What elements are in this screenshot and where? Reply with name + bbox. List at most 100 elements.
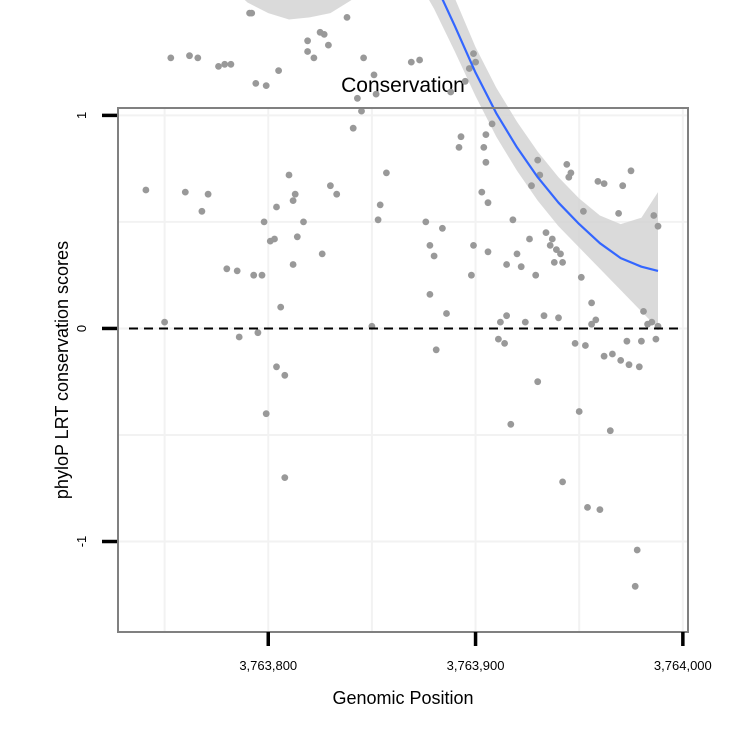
data-point: [310, 54, 318, 62]
data-point: [517, 263, 525, 271]
data-point: [374, 216, 382, 224]
data-point: [627, 167, 635, 175]
data-point: [289, 261, 297, 268]
data-point: [422, 218, 430, 226]
data-point: [275, 67, 282, 74]
data-point: [281, 371, 289, 379]
data-point: [557, 250, 564, 258]
data-point: [318, 250, 326, 258]
x-axis-title: Genomic Position: [332, 688, 473, 708]
data-point: [142, 186, 150, 194]
data-point: [465, 65, 473, 72]
data-point: [501, 340, 508, 347]
data-point: [260, 218, 268, 226]
data-point: [584, 504, 591, 511]
data-point: [416, 56, 423, 64]
data-point: [503, 312, 510, 320]
smooth-trend-line: [441, 0, 659, 272]
data-point: [461, 77, 469, 85]
data-point: [534, 378, 542, 386]
data-point: [654, 222, 662, 230]
data-point: [625, 361, 633, 369]
data-point: [528, 182, 535, 190]
data-point: [194, 54, 202, 62]
data-point: [223, 265, 231, 273]
data-points: [142, 9, 662, 590]
grid-lines: [119, 109, 687, 631]
data-point: [470, 50, 477, 57]
data-point: [376, 201, 384, 209]
data-point: [233, 267, 241, 275]
data-point: [497, 318, 504, 326]
data-point: [360, 54, 367, 62]
data-point: [300, 218, 307, 226]
data-point: [534, 156, 542, 164]
data-point: [582, 342, 589, 349]
data-point: [484, 199, 492, 207]
data-point: [383, 169, 390, 177]
data-point: [577, 273, 585, 281]
data-point: [167, 54, 175, 62]
data-point: [327, 182, 334, 190]
data-point: [358, 107, 365, 115]
data-point: [550, 259, 558, 266]
data-point: [262, 82, 270, 89]
data-point: [304, 48, 311, 55]
data-point: [372, 90, 380, 98]
data-point: [588, 299, 595, 307]
plot-frame: [117, 107, 689, 633]
data-point: [186, 52, 193, 60]
data-point: [478, 188, 486, 196]
data-point: [472, 58, 479, 66]
data-point: [594, 178, 602, 185]
data-point: [615, 210, 622, 217]
data-point: [482, 131, 490, 139]
data-point: [349, 124, 357, 132]
data-point: [588, 320, 595, 328]
data-point: [542, 229, 550, 237]
data-point: [426, 242, 434, 249]
data-point: [258, 271, 266, 279]
data-point: [555, 314, 562, 322]
data-point: [426, 291, 434, 298]
y-tick-label: 1: [74, 112, 89, 119]
data-point: [439, 224, 446, 232]
data-point: [455, 144, 463, 151]
data-point: [592, 316, 600, 324]
data-point: [204, 190, 212, 198]
data-point: [252, 80, 260, 87]
data-point: [648, 318, 656, 326]
x-tick-label: 3,763,900: [447, 658, 505, 673]
data-point: [617, 357, 625, 364]
data-point: [215, 63, 222, 70]
data-point: [532, 271, 540, 279]
x-tick-label: 3,764,000: [654, 658, 712, 673]
data-point: [650, 212, 658, 219]
data-point: [254, 329, 262, 337]
data-point: [235, 333, 243, 341]
data-point: [227, 60, 235, 68]
data-point: [333, 190, 341, 198]
data-point: [291, 190, 299, 198]
data-point: [470, 242, 477, 249]
data-point: [273, 363, 280, 371]
data-point: [559, 478, 566, 486]
data-point: [596, 506, 604, 513]
data-point: [540, 312, 548, 320]
data-point: [580, 207, 587, 215]
data-point: [619, 182, 627, 190]
chart-title: Conservation: [341, 74, 465, 97]
data-point: [468, 271, 475, 279]
data-point: [370, 71, 378, 79]
data-point: [559, 259, 566, 266]
data-point: [638, 337, 645, 345]
y-tick-label: 0: [74, 325, 89, 332]
data-point: [526, 235, 533, 243]
data-point: [503, 261, 510, 268]
data-point: [495, 335, 502, 343]
data-point: [273, 203, 280, 211]
data-point: [631, 582, 639, 590]
y-tick-label: -1: [74, 536, 89, 548]
